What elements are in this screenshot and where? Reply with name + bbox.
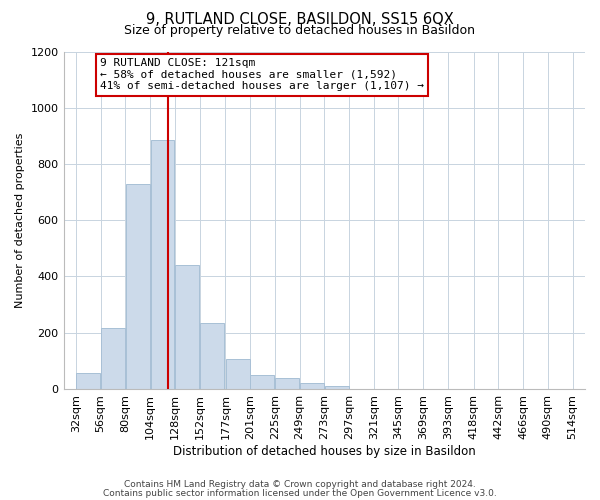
Bar: [200, 323, 224, 389]
Text: Contains HM Land Registry data © Crown copyright and database right 2024.: Contains HM Land Registry data © Crown c…: [124, 480, 476, 489]
Bar: [151, 140, 175, 389]
X-axis label: Distribution of detached houses by size in Basildon: Distribution of detached houses by size …: [173, 444, 476, 458]
Text: 9, RUTLAND CLOSE, BASILDON, SS15 6QX: 9, RUTLAND CLOSE, BASILDON, SS15 6QX: [146, 12, 454, 28]
Bar: [275, 378, 299, 389]
Bar: [101, 328, 125, 389]
Bar: [76, 374, 100, 389]
Bar: [226, 359, 250, 389]
Bar: [126, 184, 149, 389]
Y-axis label: Number of detached properties: Number of detached properties: [15, 132, 25, 308]
Bar: [250, 376, 274, 389]
Text: Size of property relative to detached houses in Basildon: Size of property relative to detached ho…: [125, 24, 476, 37]
Text: 9 RUTLAND CLOSE: 121sqm
← 58% of detached houses are smaller (1,592)
41% of semi: 9 RUTLAND CLOSE: 121sqm ← 58% of detache…: [100, 58, 424, 92]
Bar: [175, 265, 199, 389]
Bar: [300, 384, 324, 389]
Bar: [325, 386, 349, 389]
Text: Contains public sector information licensed under the Open Government Licence v3: Contains public sector information licen…: [103, 488, 497, 498]
